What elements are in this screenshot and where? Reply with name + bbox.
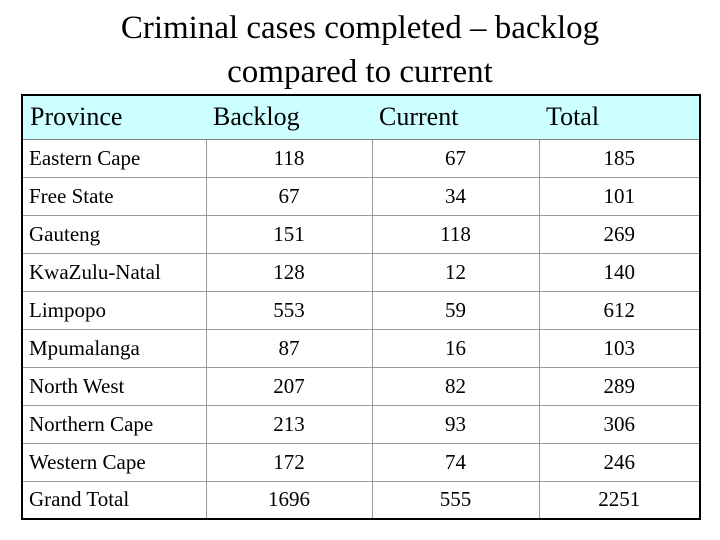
province-cell: Grand Total <box>22 480 206 519</box>
province-cell: North West <box>22 366 206 405</box>
table-row: Northern Cape 213 93 306 <box>22 404 700 443</box>
current-cell: 118 <box>371 214 539 253</box>
current-cell: 74 <box>371 442 539 481</box>
grand-total-row: Grand Total 1696 555 2251 <box>22 480 700 519</box>
backlog-cell: 87 <box>205 328 372 367</box>
province-cell: Northern Cape <box>22 404 206 443</box>
total-cell: 185 <box>538 138 700 177</box>
province-cell: KwaZulu-Natal <box>22 252 206 291</box>
total-cell: 289 <box>538 366 700 405</box>
table-row: Gauteng 151 118 269 <box>22 214 700 253</box>
title-line-2: compared to current <box>227 54 493 90</box>
header-province: Province <box>22 95 206 140</box>
current-cell: 16 <box>371 328 539 367</box>
header-backlog: Backlog <box>206 95 372 140</box>
total-cell: 612 <box>538 290 700 329</box>
current-cell: 67 <box>371 138 539 177</box>
header-current: Current <box>372 95 539 140</box>
current-cell: 34 <box>371 176 539 215</box>
backlog-cell: 553 <box>205 290 372 329</box>
total-cell: 2251 <box>538 480 700 519</box>
current-cell: 555 <box>371 480 539 519</box>
cases-table: Province Backlog Current Total Eastern C… <box>21 94 701 520</box>
slide-title: Criminal cases completed – backlog compa… <box>0 6 720 94</box>
current-cell: 93 <box>371 404 539 443</box>
backlog-cell: 213 <box>205 404 372 443</box>
backlog-cell: 118 <box>205 138 372 177</box>
total-cell: 103 <box>538 328 700 367</box>
table-row: Limpopo 553 59 612 <box>22 290 700 329</box>
header-total: Total <box>539 95 700 140</box>
total-cell: 306 <box>538 404 700 443</box>
province-cell: Gauteng <box>22 214 206 253</box>
total-cell: 140 <box>538 252 700 291</box>
table-row: Eastern Cape 118 67 185 <box>22 138 700 177</box>
province-cell: Mpumalanga <box>22 328 206 367</box>
total-cell: 269 <box>538 214 700 253</box>
province-cell: Eastern Cape <box>22 138 206 177</box>
table-row: North West 207 82 289 <box>22 366 700 405</box>
table-row: Western Cape 172 74 246 <box>22 442 700 481</box>
table-row: KwaZulu-Natal 128 12 140 <box>22 252 700 291</box>
current-cell: 82 <box>371 366 539 405</box>
province-cell: Western Cape <box>22 442 206 481</box>
backlog-cell: 128 <box>205 252 372 291</box>
province-cell: Limpopo <box>22 290 206 329</box>
table-row: Mpumalanga 87 16 103 <box>22 328 700 367</box>
province-cell: Free State <box>22 176 206 215</box>
current-cell: 59 <box>371 290 539 329</box>
table-row: Free State 67 34 101 <box>22 176 700 215</box>
total-cell: 101 <box>538 176 700 215</box>
title-line-1: Criminal cases completed – backlog <box>120 10 600 46</box>
backlog-cell: 151 <box>205 214 372 253</box>
backlog-cell: 207 <box>205 366 372 405</box>
backlog-cell: 67 <box>205 176 372 215</box>
current-cell: 12 <box>371 252 539 291</box>
backlog-cell: 1696 <box>205 480 372 519</box>
backlog-cell: 172 <box>205 442 372 481</box>
total-cell: 246 <box>538 442 700 481</box>
header-row: Province Backlog Current Total <box>22 95 700 140</box>
